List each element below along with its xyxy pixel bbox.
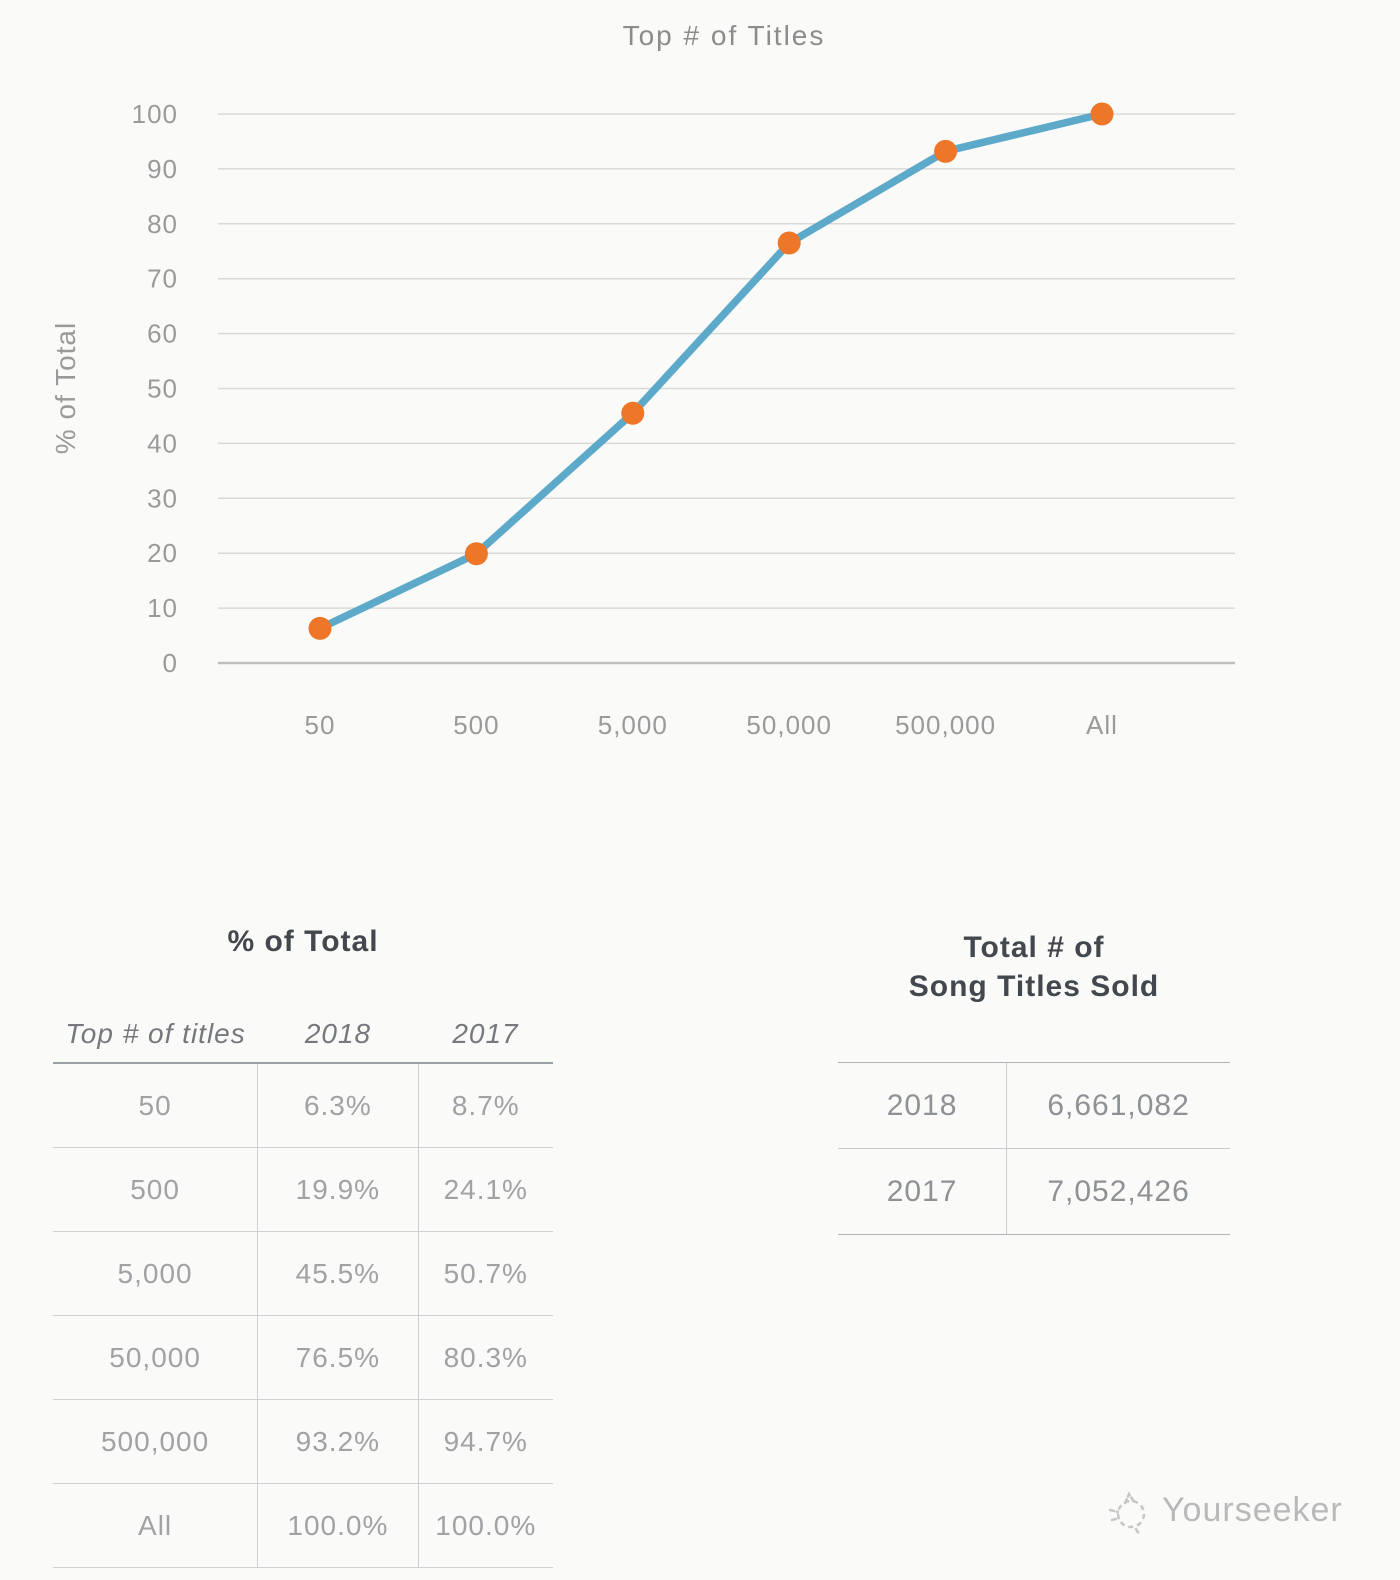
- column-header: 2017: [452, 1018, 519, 1049]
- y-tick-label: 90: [147, 154, 178, 184]
- y-tick-label: 60: [147, 319, 178, 349]
- table-cell: 50,000: [109, 1342, 201, 1373]
- table-row: 2017 7,052,426: [838, 1148, 1230, 1234]
- x-tick-label: 50: [305, 710, 336, 740]
- table-cell: 19.9%: [257, 1148, 417, 1231]
- y-tick-label: 100: [132, 99, 178, 129]
- data-point-marker: [464, 542, 488, 566]
- table-row: 500,000 93.2% 94.7%: [53, 1399, 553, 1483]
- data-point-marker: [934, 139, 958, 163]
- x-tick-label: 5,000: [598, 710, 668, 740]
- table-cell: 7,052,426: [1006, 1149, 1230, 1234]
- x-tick-label: 500: [453, 710, 499, 740]
- table-cell: 6.3%: [257, 1064, 417, 1147]
- table-cell: All: [138, 1510, 173, 1541]
- y-tick-label: 70: [147, 264, 178, 294]
- data-point-marker: [621, 401, 645, 425]
- table-cell: 50.7%: [417, 1232, 553, 1315]
- line-chart: Top # of Titles 0 10 20 30 40 50 60 70 80 90 100 % o…: [50, 20, 1235, 740]
- y-tick-label: 50: [147, 374, 178, 404]
- table-cell: 100.0%: [417, 1484, 553, 1567]
- table-row: 5,000 45.5% 50.7%: [53, 1231, 553, 1315]
- x-tick-label: All: [1086, 710, 1118, 740]
- table-cell: 45.5%: [257, 1232, 417, 1315]
- yourseeker-doodle-icon: [1108, 1491, 1146, 1536]
- y-axis-label: % of Total: [50, 322, 81, 454]
- y-tick-label: 30: [147, 483, 178, 513]
- table-cell: 2018: [886, 1089, 958, 1122]
- table-title: Total # of Song Titles Sold: [838, 928, 1230, 1006]
- table-row: 50 6.3% 8.7%: [53, 1064, 553, 1147]
- x-tick-label: 500,000: [895, 710, 996, 740]
- table-body: 2018 6,661,082 2017 7,052,426: [838, 1062, 1230, 1235]
- data-point-marker: [777, 231, 801, 255]
- y-tick-label: 80: [147, 209, 178, 239]
- table-title-line1: Total # of: [963, 931, 1105, 964]
- data-line: [316, 110, 1106, 633]
- table-cell: 94.7%: [417, 1400, 553, 1483]
- table-row: 50,000 76.5% 80.3%: [53, 1315, 553, 1399]
- y-tick-label: 10: [147, 593, 178, 623]
- table-cell: 76.5%: [257, 1316, 417, 1399]
- table-cell: 5,000: [117, 1258, 193, 1289]
- table-cell: 93.2%: [257, 1400, 417, 1483]
- table-row: All 100.0% 100.0%: [53, 1483, 553, 1567]
- table-cell: 6,661,082: [1006, 1063, 1230, 1148]
- yourseeker-watermark: Yourseeker: [1106, 1484, 1343, 1536]
- table-cell: 24.1%: [417, 1148, 553, 1231]
- y-tick-label: 0: [163, 648, 178, 678]
- column-header: Top # of titles: [65, 1018, 246, 1049]
- table-title: % of Total: [227, 925, 379, 958]
- table-cell: 8.7%: [417, 1064, 553, 1147]
- table-body: 50 6.3% 8.7% 500 19.9% 24.1% 5,000 45.5% 50.7% 50…: [53, 1062, 553, 1568]
- x-tick-label: 50,000: [746, 710, 832, 740]
- table-cell: 500: [130, 1174, 180, 1205]
- table-row: 2018 6,661,082: [838, 1063, 1230, 1148]
- table-row: 500 19.9% 24.1%: [53, 1147, 553, 1231]
- y-tick-label: 40: [147, 428, 178, 458]
- table-cell: 2017: [886, 1175, 958, 1208]
- table-title-line2: Song Titles Sold: [908, 970, 1160, 1003]
- y-tick-label: 20: [147, 538, 178, 568]
- table-cell: 500,000: [100, 1426, 210, 1457]
- table-cell: 80.3%: [417, 1316, 553, 1399]
- table-cell: 50: [138, 1090, 172, 1121]
- data-point-marker: [1090, 102, 1114, 126]
- column-header: 2018: [304, 1018, 372, 1049]
- watermark-text: Yourseeker: [1162, 1490, 1343, 1529]
- data-point-marker: [308, 616, 332, 640]
- chart-title: Top # of Titles: [623, 20, 826, 51]
- table-header-row: Top # of titles 2018 2017: [53, 1018, 553, 1050]
- table-cell: 100.0%: [257, 1484, 417, 1567]
